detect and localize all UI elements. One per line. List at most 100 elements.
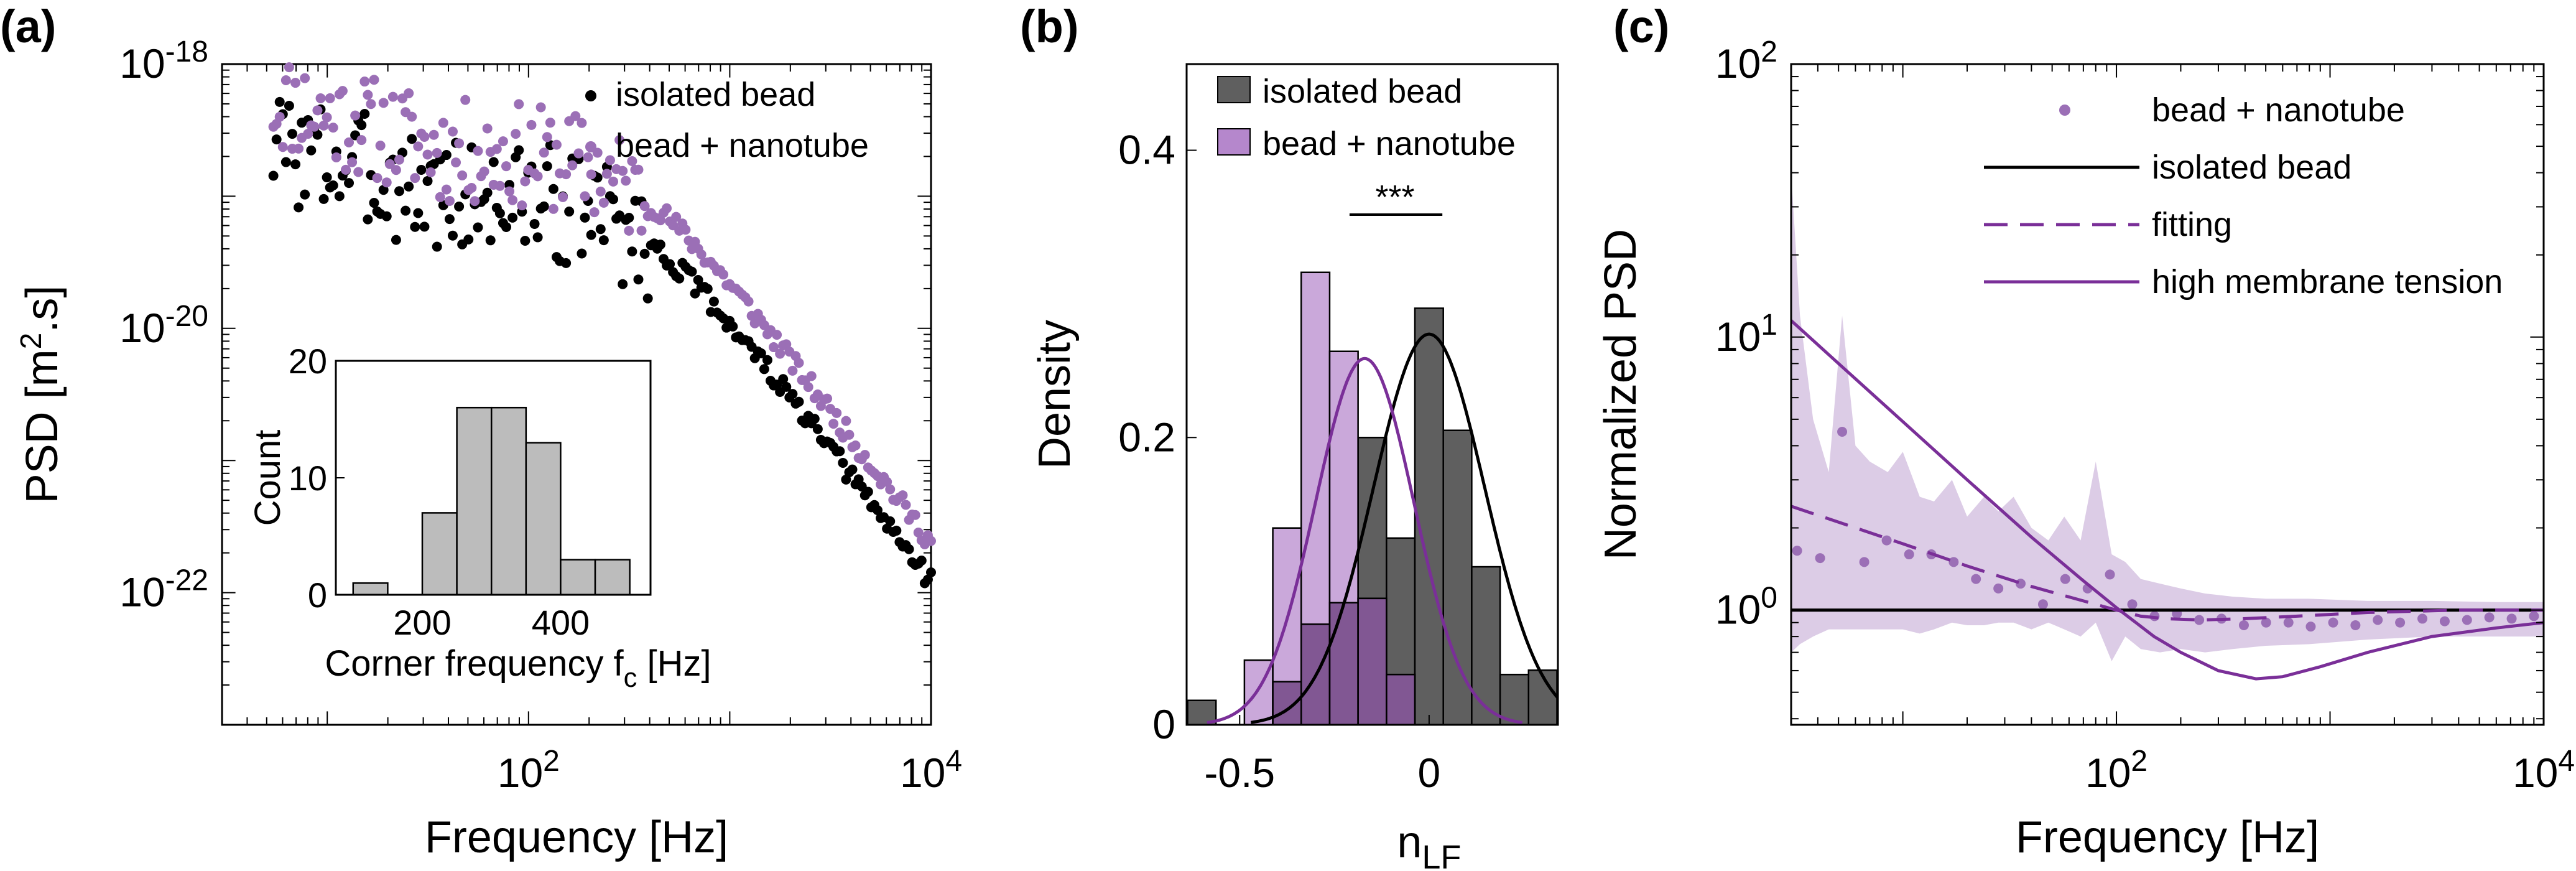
bead-nanotube-point bbox=[913, 527, 924, 538]
bead-nanotube-point bbox=[882, 477, 892, 487]
bead-nanotube-point bbox=[2529, 611, 2539, 622]
bead-nanotube-point bbox=[2105, 569, 2115, 580]
bead-nanotube-point bbox=[775, 348, 785, 359]
bead-nanotube-point bbox=[425, 167, 436, 177]
isolated-bead-point bbox=[404, 181, 414, 192]
bead-nanotube-point bbox=[621, 175, 631, 186]
inset-y-axis-label: Count bbox=[248, 430, 288, 526]
bead-nanotube-point bbox=[910, 510, 920, 520]
bead-nanotube-point bbox=[337, 86, 348, 96]
isolated-bead-point bbox=[454, 201, 465, 212]
bead-nanotube-point bbox=[885, 484, 896, 495]
isolated-bead-point bbox=[381, 211, 392, 221]
x-tick-label: 104 bbox=[2513, 745, 2575, 796]
bead-nanotube-point bbox=[595, 186, 606, 197]
bead-nanotube-point bbox=[583, 152, 593, 162]
bead-nanotube-point bbox=[479, 166, 489, 177]
isolated-bead-point bbox=[274, 96, 285, 107]
bead-nanotube-point bbox=[444, 195, 455, 206]
isolated-bead-point bbox=[624, 212, 634, 223]
bead-nanotube-point bbox=[353, 167, 364, 177]
isolated-bead-point bbox=[564, 207, 575, 217]
bead-nanotube-point bbox=[2373, 615, 2383, 625]
bead-nanotube-point bbox=[608, 176, 619, 187]
bead-nanotube-point bbox=[1859, 557, 1869, 567]
isolated-bead-point bbox=[812, 424, 823, 434]
isolated-bead-point bbox=[835, 446, 845, 457]
bead-nanotube-point bbox=[284, 62, 294, 73]
bead-nanotube-point bbox=[473, 146, 483, 156]
bead-nanotube-point bbox=[422, 149, 433, 160]
bead-nanotube-point bbox=[636, 225, 647, 236]
x-tick-label: 0 bbox=[1418, 750, 1441, 796]
bead-nanotube-point bbox=[277, 142, 288, 152]
bead-nanotube-point bbox=[429, 129, 439, 140]
bead-nanotube-point bbox=[850, 440, 861, 450]
bead-nanotube-point bbox=[806, 371, 817, 381]
isolated-bead-point bbox=[268, 170, 279, 181]
bead-nanotube-point bbox=[2417, 613, 2428, 624]
isolated-bead-point bbox=[334, 191, 345, 202]
isolated-bead-point bbox=[294, 202, 304, 213]
isolated-bead-point bbox=[665, 259, 675, 269]
isolated-bead-point bbox=[847, 464, 858, 475]
legend-entry: fitting bbox=[2152, 206, 2232, 243]
isolated-bead-point bbox=[520, 236, 530, 246]
panel-label-c: (c) bbox=[1613, 1, 1669, 52]
bead-nanotube-point bbox=[2484, 612, 2495, 623]
bead-nanotube-point bbox=[803, 382, 813, 393]
isolated-bead-point bbox=[413, 208, 424, 218]
isolated-bead-point bbox=[561, 258, 572, 268]
bead-nanotube-point bbox=[504, 186, 515, 197]
isolated-bead-point bbox=[369, 198, 379, 208]
isolated-bead-point bbox=[627, 246, 637, 257]
isolated-bead-point bbox=[312, 129, 323, 140]
bead-nanotube-point bbox=[460, 95, 471, 105]
legend-entry: isolated bead bbox=[616, 76, 815, 113]
bead-nanotube-point bbox=[372, 173, 382, 184]
isolated-bead-point bbox=[655, 240, 665, 250]
bead-nanotube-point bbox=[457, 170, 468, 180]
bead-nanotube-point bbox=[366, 99, 376, 109]
isolated-bead-point bbox=[514, 145, 524, 156]
isolated-bead-point bbox=[494, 208, 505, 218]
bead-nanotube-point bbox=[618, 165, 628, 176]
isolated-bead-point bbox=[356, 120, 367, 131]
isolated-bead-point bbox=[904, 544, 914, 554]
isolated-bead-point bbox=[529, 218, 540, 229]
isolated-bead-point bbox=[618, 279, 628, 289]
isolated-bead-point bbox=[344, 178, 354, 189]
bead-nanotube-point bbox=[1881, 535, 1892, 546]
y-tick-label: 10-22 bbox=[119, 564, 208, 615]
bead-nanotube-point bbox=[303, 129, 313, 139]
isolated-bead-point bbox=[778, 374, 789, 384]
significance-label: *** bbox=[1376, 179, 1415, 216]
bead-nanotube-point bbox=[381, 177, 392, 188]
bead-nanotube-point bbox=[614, 135, 625, 146]
bead-nanotube-point bbox=[507, 195, 518, 205]
legend-entry: high membrane tension bbox=[2152, 263, 2503, 300]
bead-nanotube-point bbox=[410, 173, 420, 184]
isolated-bead-point bbox=[577, 248, 587, 259]
bead-nanotube-point bbox=[2127, 599, 2138, 610]
bead-nanotube-point bbox=[859, 450, 870, 460]
bead-nanotube-point bbox=[331, 152, 341, 162]
bead-nanotube-point bbox=[482, 123, 493, 134]
bead-nanotube-point bbox=[407, 111, 417, 122]
legend-entry: isolated bead bbox=[1263, 73, 1462, 110]
spread-band bbox=[1791, 172, 2544, 661]
legend-entry: isolated bead bbox=[2152, 149, 2351, 186]
isolated-bead-point bbox=[444, 214, 455, 225]
bead-nanotube-point bbox=[432, 147, 442, 158]
bead-nanotube-point bbox=[548, 203, 558, 214]
inset-y-tick-label: 0 bbox=[308, 575, 327, 615]
bead-nanotube-point bbox=[1971, 574, 1981, 584]
bead-nanotube-point bbox=[926, 536, 936, 546]
bead-nanotube-point bbox=[315, 93, 326, 103]
bead-nanotube-point bbox=[454, 138, 465, 149]
isolated-bead-point bbox=[441, 150, 452, 161]
bead-nanotube-point bbox=[696, 249, 707, 259]
isolated-bead-point bbox=[271, 134, 282, 145]
bead-nanotube-point bbox=[580, 191, 590, 202]
